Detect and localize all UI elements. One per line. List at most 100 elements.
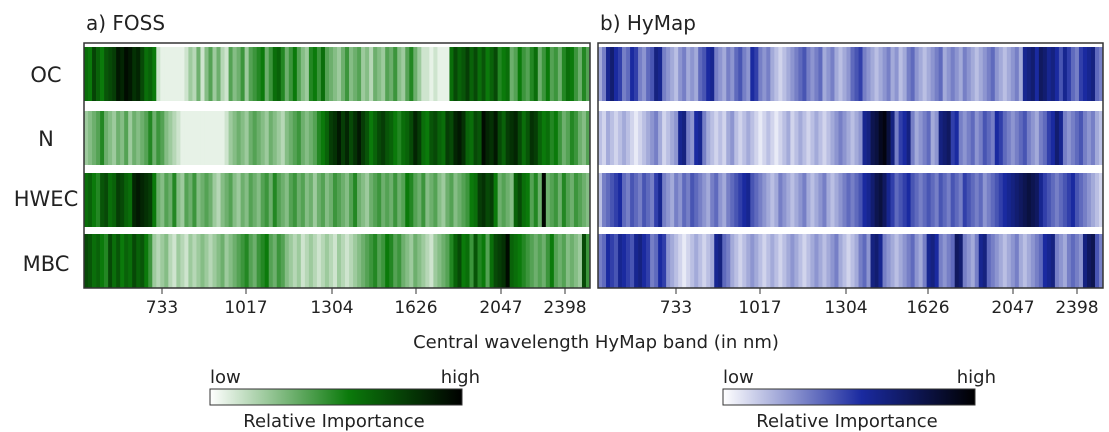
heatmap-cell [397,47,402,101]
heatmap-cell [200,173,205,227]
heatmap-cell [762,47,767,101]
heatmap-cell [160,173,165,227]
heatmap-cell [966,47,972,101]
heatmap-cell [184,111,189,165]
heatmap-cell [216,234,221,288]
heatmap-cell [521,47,527,101]
heatmap-cell [569,47,575,101]
heatmap-cell [164,47,169,101]
heatmap-cell [509,234,515,288]
heatmap-cell [866,234,871,288]
heatmap-cell [610,47,615,101]
heatmap-cell [738,111,743,165]
heatmap-cell [1082,111,1088,165]
heatmap-cell [814,173,819,227]
heatmap-cell [838,111,843,165]
heatmap-cell [874,173,879,227]
heatmap-cell [854,111,859,165]
heatmap-cell [690,47,695,101]
heatmap-cell [565,111,571,165]
heatmap-cell [469,173,474,227]
heatmap-cell [822,47,827,101]
heatmap-cell [441,47,446,101]
heatmap-cell [152,173,157,227]
heatmap-cell [361,111,366,165]
heatmap-cell [361,173,366,227]
x-tick-label: 2047 [479,298,522,318]
heatmap-cell [441,111,446,165]
x-tick-label: 2398 [1055,298,1098,318]
heatmap-cell [577,111,583,165]
heatmap-cell [842,173,847,227]
heatmap-cell [938,111,944,165]
heatmap-cell [714,234,719,288]
heatmap-cell [1074,47,1080,101]
heatmap-cell [718,173,723,227]
heatmap-cell [774,234,779,288]
heatmap-cell [232,234,237,288]
heatmap-cell [1066,47,1072,101]
heatmap-cell [706,173,711,227]
heatmap-cell [914,111,919,165]
heatmap-cell [646,234,651,288]
heatmap-cell [573,234,579,288]
heatmap-cell [188,111,193,165]
heatmap-cell [914,173,919,227]
heatmap-cell [104,111,109,165]
heatmap-cell [280,47,286,101]
heatmap-panel-hymap [597,42,1104,289]
heatmap-cell [481,47,486,101]
heatmap-cell [429,47,434,101]
heatmap-cell [718,47,723,101]
heatmap-cell [662,111,667,165]
heatmap-cell [750,234,755,288]
heatmap-cell [312,234,318,288]
heatmap-cell [1058,234,1064,288]
heatmap-cell [136,173,141,227]
heatmap-cell [437,173,442,227]
heatmap-cell [188,234,193,288]
heatmap-cell [650,173,655,227]
heatmap-cell [284,234,290,288]
heatmap-cell [894,234,899,288]
heatmap-cell [814,47,819,101]
heatmap-cell [216,47,221,101]
heatmap-cell [393,173,398,227]
x-tick-label: 733 [146,298,178,318]
heatmap-cell [308,173,314,227]
heatmap-cell [882,234,887,288]
heatmap-cell [858,47,863,101]
heatmap-cell [758,47,763,101]
heatmap-cell [477,234,482,288]
heatmap-cell [240,111,245,165]
heatmap-cell [385,47,390,101]
heatmap-cell [112,234,117,288]
heatmap-cell [954,173,960,227]
heatmap-cell [485,173,490,227]
heatmap-cell [926,173,932,227]
heatmap-cell [324,234,330,288]
heatmap-cell [128,111,133,165]
panel-b-title: b) HyMap [600,11,696,35]
heatmap-cell [678,111,683,165]
heatmap-cell [276,111,282,165]
heatmap-cell [529,234,535,288]
heatmap-cell [156,234,161,288]
heatmap-cell [934,173,940,227]
heatmap-cell [774,111,779,165]
heatmap-cell [1026,173,1032,227]
heatmap-cell [565,173,571,227]
heatmap-cell [108,173,113,227]
heatmap-cell [441,173,446,227]
heatmap-cell [369,47,374,101]
heatmap-cell [517,111,523,165]
heatmap-cell [958,47,964,101]
heatmap-cell [433,111,438,165]
heatmap-cell [758,111,763,165]
heatmap-cell [726,234,731,288]
heatmap-cell [894,173,899,227]
heatmap-cell [802,47,807,101]
heatmap-cell [144,111,149,165]
heatmap-cell [284,47,290,101]
heatmap-cell [541,111,547,165]
